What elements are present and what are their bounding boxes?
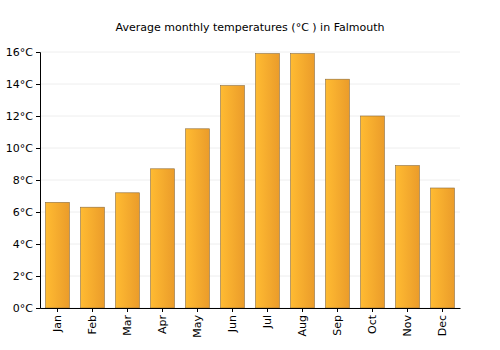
x-tick: Sep — [331, 308, 344, 336]
y-tick: 0°C — [13, 302, 40, 315]
x-tick: Nov — [401, 308, 414, 336]
x-tick-mark — [267, 308, 268, 312]
y-tick-label: 4°C — [13, 238, 33, 251]
x-tick-mark — [127, 308, 128, 312]
y-axis: 0°C 2°C 4°C 6°C 8°C 10°C 12°C 14°C 16°C — [6, 46, 41, 315]
y-tick-mark — [36, 244, 40, 245]
bar — [81, 207, 105, 308]
y-tick-mark — [36, 84, 40, 85]
x-tick-mark — [372, 308, 373, 312]
bar — [256, 54, 280, 308]
x-tick: Jun — [226, 308, 239, 333]
x-tick-mark — [302, 308, 303, 312]
x-tick-mark — [92, 308, 93, 312]
x-tick-label: Jul — [261, 315, 274, 329]
y-tick-label: 14°C — [6, 78, 33, 91]
bar — [396, 166, 420, 308]
plot: 0°C 2°C 4°C 6°C 8°C 10°C 12°C 14°C 16°C Jan Feb Mar… — [6, 46, 461, 338]
x-tick: Dec — [436, 308, 449, 336]
x-tick-label: Sep — [331, 315, 344, 336]
x-tick: Jan — [51, 308, 64, 333]
y-tick-label: 10°C — [6, 142, 33, 155]
bar — [326, 79, 350, 308]
x-tick-mark — [407, 308, 408, 312]
title: Average monthly temperatures (°C ) in Fa… — [116, 21, 385, 34]
bar — [151, 169, 175, 308]
grid — [40, 52, 460, 308]
x-tick: May — [191, 308, 204, 338]
x-tick-label: Jun — [226, 315, 239, 333]
x-tick-mark — [57, 308, 58, 312]
x-tick: Mar — [121, 308, 134, 336]
x-tick: Oct — [366, 308, 379, 334]
bar — [186, 129, 210, 308]
y-tick-mark — [36, 308, 40, 309]
y-tick-mark — [36, 116, 40, 117]
y-tick-mark — [36, 148, 40, 149]
y-tick-label: 6°C — [13, 206, 33, 219]
y-tick-label: 2°C — [13, 270, 33, 283]
x-axis: Jan Feb Mar Apr May Jun Jul Aug Sep Oct Nov Dec — [41, 308, 461, 338]
x-tick-label: Aug — [296, 315, 309, 336]
y-tick: 10°C — [6, 142, 40, 155]
bar — [291, 54, 315, 308]
y-tick: 16°C — [6, 46, 40, 59]
x-tick-label: May — [191, 315, 204, 338]
y-tick: 8°C — [13, 174, 40, 187]
y-tick: 2°C — [13, 270, 40, 283]
bars — [46, 54, 455, 308]
x-tick-label: Jan — [51, 315, 64, 333]
y-tick: 4°C — [13, 238, 40, 251]
x-tick-label: Feb — [86, 315, 99, 334]
x-tick: Jul — [261, 308, 274, 329]
x-tick-label: Nov — [401, 315, 414, 337]
y-tick: 12°C — [6, 110, 40, 123]
grid-line — [40, 116, 460, 117]
y-tick-mark — [36, 276, 40, 277]
x-tick-label: Apr — [156, 315, 169, 335]
x-tick-mark — [197, 308, 198, 312]
bar — [221, 86, 245, 308]
y-tick-mark — [36, 180, 40, 181]
x-tick-mark — [232, 308, 233, 312]
y-tick-label: 8°C — [13, 174, 33, 187]
y-tick-mark — [36, 212, 40, 213]
y-axis-line — [36, 53, 41, 309]
x-tick-label: Dec — [436, 315, 449, 336]
bar — [361, 116, 385, 308]
x-tick-label: Oct — [366, 314, 379, 334]
y-tick: 6°C — [13, 206, 40, 219]
bar — [46, 202, 70, 308]
y-tick: 14°C — [6, 78, 40, 91]
bar — [116, 193, 140, 308]
x-tick: Feb — [86, 308, 99, 334]
y-tick-mark — [36, 52, 40, 53]
x-tick: Apr — [156, 308, 169, 334]
y-tick-label: 12°C — [6, 110, 33, 123]
x-tick-mark — [442, 308, 443, 312]
grid-line — [40, 148, 460, 149]
x-axis-line — [41, 308, 461, 309]
chart: Average monthly temperatures (°C ) in Fa… — [0, 0, 500, 350]
grid-line — [40, 84, 460, 85]
x-tick-mark — [337, 308, 338, 312]
y-tick-label: 16°C — [6, 46, 33, 59]
x-tick: Aug — [296, 308, 309, 336]
y-tick-label: 0°C — [13, 302, 33, 315]
grid-line — [40, 52, 460, 53]
x-tick-mark — [162, 308, 163, 312]
bar — [431, 188, 455, 308]
x-tick-label: Mar — [121, 315, 134, 336]
